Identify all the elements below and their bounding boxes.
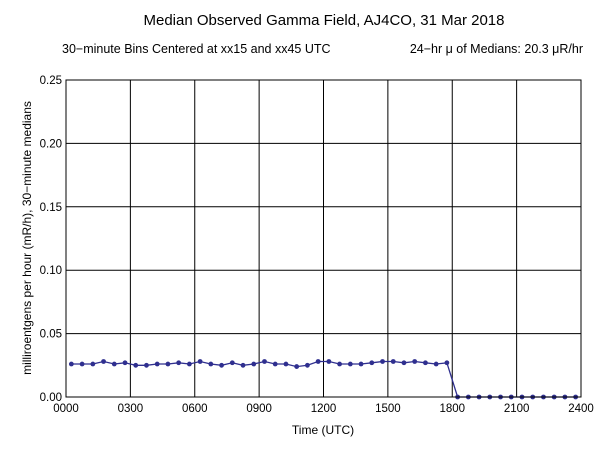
y-tick-label: 0.00 bbox=[40, 392, 62, 404]
data-point bbox=[444, 360, 450, 366]
data-point bbox=[122, 360, 128, 366]
chart-subtitle-left: 30−minute Bins Centered at xx15 and xx45… bbox=[62, 42, 331, 56]
y-tick-label: 0.10 bbox=[40, 265, 62, 277]
data-point bbox=[272, 361, 278, 367]
data-point bbox=[165, 361, 171, 367]
chart-title: Median Observed Gamma Field, AJ4CO, 31 M… bbox=[144, 12, 505, 29]
data-series bbox=[68, 359, 579, 400]
x-tick-label: 1200 bbox=[311, 403, 337, 415]
x-tick-label: 1800 bbox=[439, 403, 465, 415]
data-point bbox=[326, 359, 332, 364]
data-point bbox=[219, 362, 224, 368]
data-point bbox=[186, 361, 192, 367]
x-tick-label: 0900 bbox=[246, 403, 272, 415]
data-point bbox=[240, 362, 246, 368]
chart-subtitle-right: 24−hr μ of Medians: 20.3 μR/hr bbox=[410, 42, 583, 56]
data-point bbox=[305, 362, 310, 368]
x-tick-label: 0000 bbox=[53, 403, 79, 415]
data-point bbox=[390, 359, 396, 364]
data-point bbox=[176, 360, 182, 366]
data-point bbox=[251, 361, 257, 367]
grid-lines bbox=[65, 79, 582, 398]
x-tick-label: 0600 bbox=[182, 403, 208, 415]
y-tick-label: 0.15 bbox=[40, 202, 62, 214]
data-point bbox=[229, 360, 235, 366]
x-tick-label: 1500 bbox=[375, 403, 401, 415]
data-point bbox=[294, 364, 300, 369]
data-point bbox=[337, 361, 342, 367]
tick-labels: 0000 0300 0600 0900 1200 1500 1800 2100 2400 0.00… bbox=[40, 75, 594, 415]
x-axis-label: Time (UTC) bbox=[292, 423, 354, 437]
y-tick-label: 0.25 bbox=[40, 75, 62, 87]
data-point bbox=[315, 359, 321, 364]
data-point bbox=[283, 361, 289, 367]
data-point bbox=[401, 360, 407, 366]
data-point bbox=[68, 361, 74, 367]
data-point bbox=[197, 359, 203, 364]
data-point bbox=[144, 362, 149, 368]
data-point bbox=[423, 360, 428, 366]
x-tick-label: 2100 bbox=[504, 403, 530, 415]
data-point bbox=[101, 359, 106, 364]
y-tick-label: 0.20 bbox=[40, 138, 62, 150]
data-point bbox=[412, 359, 418, 364]
data-point bbox=[380, 359, 385, 364]
data-point bbox=[154, 361, 160, 367]
data-point bbox=[79, 361, 85, 367]
plot-frame bbox=[65, 79, 582, 398]
y-axis-label: milliroentgens per hour (mR/h), 30−minut… bbox=[20, 101, 34, 375]
x-tick-label: 2400 bbox=[568, 403, 594, 415]
data-point bbox=[111, 361, 117, 367]
data-point bbox=[208, 361, 214, 367]
data-point bbox=[347, 361, 353, 367]
data-point bbox=[433, 361, 439, 367]
data-point bbox=[262, 359, 267, 364]
data-point bbox=[133, 362, 139, 368]
data-point bbox=[90, 361, 96, 367]
data-point bbox=[358, 361, 364, 367]
x-tick-label: 0300 bbox=[118, 403, 144, 415]
y-tick-label: 0.05 bbox=[40, 329, 62, 341]
data-point bbox=[369, 360, 375, 366]
